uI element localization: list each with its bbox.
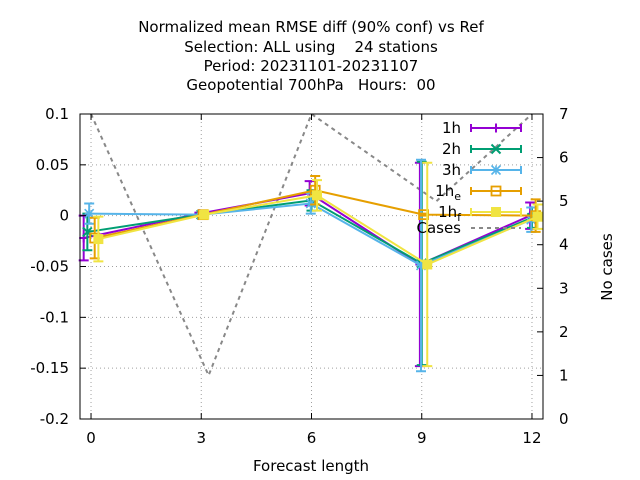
point-marker bbox=[312, 190, 323, 201]
x-tick-label: 0 bbox=[86, 429, 96, 447]
y-tick-label: -0.2 bbox=[40, 410, 69, 428]
legend-bar-cap bbox=[470, 208, 522, 216]
legend-bar-cap bbox=[470, 187, 522, 195]
title-line-4: Geopotential 700hPa Hours: 00 bbox=[186, 76, 435, 94]
chart-title: Normalized mean RMSE diff (90% conf) vs … bbox=[138, 18, 484, 94]
point-marker bbox=[93, 234, 104, 245]
y2-tick-label: 3 bbox=[559, 279, 569, 297]
y2-tick-label: 2 bbox=[559, 323, 569, 341]
point-marker bbox=[84, 208, 95, 219]
point-marker bbox=[490, 185, 502, 197]
title-line-1: Normalized mean RMSE diff (90% conf) vs … bbox=[138, 18, 484, 36]
y2-tick-label: 4 bbox=[559, 236, 569, 254]
y-tick-label: -0.15 bbox=[30, 359, 69, 377]
cases-line bbox=[90, 112, 533, 379]
y-tick-label: 0.05 bbox=[36, 156, 69, 174]
y2-tick-label: 6 bbox=[559, 149, 569, 167]
data-series bbox=[78, 158, 543, 373]
legend-bar-cap bbox=[470, 145, 522, 153]
x-tick-label: 3 bbox=[196, 429, 206, 447]
y-tick-label: -0.05 bbox=[30, 258, 69, 276]
legend-label-cases: Cases bbox=[416, 219, 461, 237]
title-line-2: Selection: ALL using 24 stations bbox=[184, 38, 438, 56]
y-tick-label: -0.1 bbox=[40, 308, 69, 326]
legend-bar-cap bbox=[470, 166, 522, 174]
legend-label: 3h bbox=[442, 161, 461, 179]
y2-tick-label: 7 bbox=[559, 105, 569, 123]
title-line-3: Period: 20231101-20231107 bbox=[204, 57, 419, 75]
x-tick-label: 6 bbox=[307, 429, 317, 447]
y-tick-label: 0 bbox=[59, 207, 69, 225]
point-marker bbox=[491, 207, 501, 217]
point-marker bbox=[199, 209, 210, 220]
point-marker bbox=[415, 260, 427, 271]
point-marker bbox=[490, 164, 502, 176]
legend-label: 1he bbox=[435, 182, 461, 203]
point-marker bbox=[532, 211, 543, 222]
y2-tick-label: 1 bbox=[559, 366, 569, 384]
x-axis-label: Forecast length bbox=[253, 457, 369, 475]
point-marker bbox=[490, 143, 502, 155]
x-tick-label: 12 bbox=[522, 429, 541, 447]
legend-label: 1h bbox=[442, 119, 461, 137]
y2-axis-label: No cases bbox=[598, 233, 616, 301]
legend-label: 1hf bbox=[438, 203, 462, 224]
legend-label: 2h bbox=[442, 140, 461, 158]
series-4 bbox=[89, 175, 542, 260]
cases-series bbox=[90, 112, 533, 379]
x-tick-label: 9 bbox=[417, 429, 427, 447]
y2-tick-label: 5 bbox=[559, 192, 569, 210]
series-5 bbox=[93, 161, 543, 368]
grid bbox=[80, 113, 543, 420]
point-marker bbox=[305, 198, 316, 209]
point-marker bbox=[491, 123, 501, 133]
y2-tick-label: 0 bbox=[559, 410, 569, 428]
y-tick-label: 0.1 bbox=[45, 105, 69, 123]
point-marker bbox=[422, 259, 433, 270]
legend-bar-cap bbox=[470, 124, 522, 132]
